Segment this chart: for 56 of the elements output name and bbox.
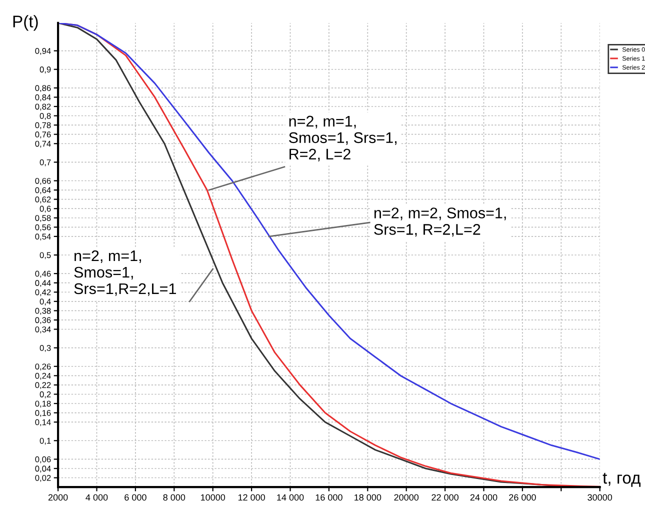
x-tick-label: 4 000 [86,494,108,501]
y-tick-label: 0,84 [35,94,51,102]
annotation: n=2, m=2, Smos=1, Srs=1, R=2,L=2 [374,208,506,237]
y-tick-label: 0,74 [35,140,51,148]
annotation: n=2, m=1, Smos=1, Srs=1,R=2,L=1 [74,250,176,296]
y-tick-label: 0,64 [35,187,51,194]
x-tick-label: 12 000 [238,494,266,501]
x-tick-label: 20000 [394,494,419,501]
y-tick-label: 0,16 [35,410,51,417]
x-tick-label: 26 000 [509,494,536,501]
y-tick-label: 0,1 [40,438,51,445]
y-tick-label: 0,7 [40,159,51,166]
y-tick-label: 0,76 [35,132,51,138]
y-tick-label: 0,54 [35,234,51,241]
y-tick-label: 0,24 [35,372,51,380]
y-tick-label: 0,36 [35,317,51,324]
y-tick-label: 0,3 [40,345,51,352]
y-tick-label: 0,58 [35,215,51,222]
y-axis-title: P(t) [13,15,38,31]
y-tick-label: 0,6 [40,206,51,213]
y-tick-label: 0,38 [35,308,51,315]
y-tick-label: 0,14 [35,419,51,426]
y-tick-label: 0,26 [35,364,51,370]
y-tick-label: 0,5 [40,252,51,260]
x-tick-label: 2000 [48,494,68,501]
y-tick-label: 0,4 [40,298,51,306]
y-tick-label: 0,62 [35,196,51,204]
x-tick-label: 6 000 [124,494,146,501]
x-tick-label: 18 000 [354,494,382,501]
y-tick-label: 0,94 [35,48,51,55]
x-tick-label: 8 000 [163,494,186,501]
x-tick-label: 10000 [200,494,226,501]
x-axis-title: t, год [602,472,640,487]
y-tick-label: 0,82 [35,104,51,111]
y-tick-label: 0,78 [35,122,51,130]
y-tick-label: 0,04 [35,466,51,473]
y-tick-label: 0,86 [35,85,51,92]
y-tick-label: 0,9 [40,66,51,74]
annotation: n=2, m=1, Smos=1, Srs=1, R=2, L=2 [289,116,396,162]
x-tick-label: 16 000 [316,494,342,501]
x-tick-label: 22 000 [432,494,459,501]
y-tick-label: 0,46 [35,270,51,278]
y-tick-label: 0,8 [40,112,51,120]
x-tick-label: 24 000 [470,494,498,501]
y-tick-label: 0,66 [35,178,51,185]
y-tick-label: 0,2 [40,391,51,398]
x-tick-label: 14 000 [277,494,304,501]
y-tick-label: 0,22 [35,382,51,390]
y-tick-label: 0,02 [35,474,51,482]
y-tick-label: 0,42 [35,289,51,296]
y-tick-label: 0,06 [35,456,51,464]
y-tick-label: 0,56 [35,224,51,232]
y-tick-label: 0,18 [35,400,51,408]
y-tick-label: 0,44 [35,280,51,287]
x-tick-label: 30000 [588,494,612,501]
y-tick-label: 0,34 [35,326,51,334]
